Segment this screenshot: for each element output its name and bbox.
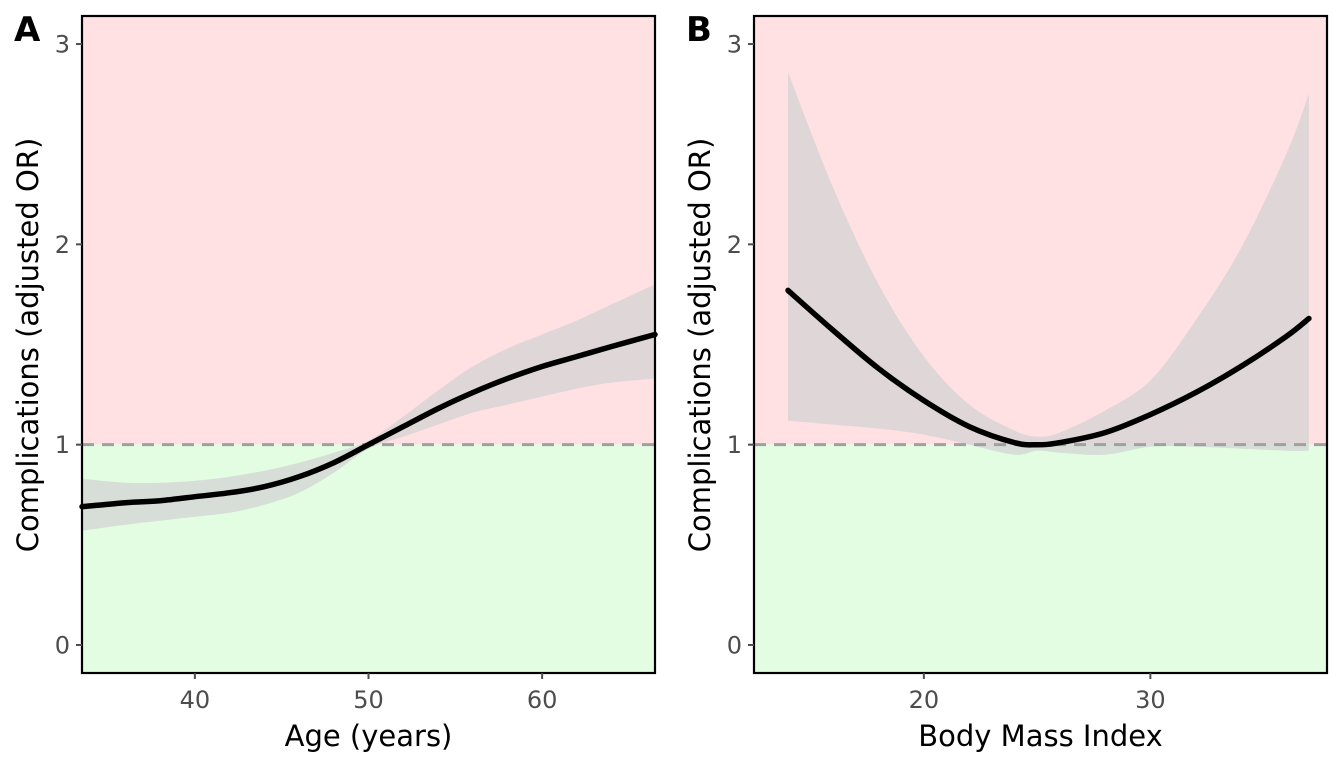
panel-b-fitted-curve [785,287,1312,448]
y-tick-label: 1 [55,431,70,459]
panel-a-fitted-curve [79,331,658,510]
y-tick-label: 0 [727,631,742,659]
panel-a-x-axis-title: Age (years) [285,719,453,753]
y-tick-label: 2 [727,231,742,259]
y-tick-label: 1 [727,431,742,459]
panel-b-x-axis-title: Body Mass Index [918,719,1163,753]
panel-a-y-axis-title: Complications (adjusted OR) [11,138,45,553]
panel-a: 0 1 2 3 40 50 60 A Complications (adjusted OR… [11,10,658,753]
panel-b-ci-band [788,72,1309,455]
y-tick-label: 2 [55,231,70,259]
panel-b-x-ticks: 20 30 [909,673,1166,714]
panel-a-x-ticks: 40 50 60 [180,673,558,714]
x-tick-label: 60 [527,686,558,714]
y-tick-label: 3 [55,31,70,59]
y-tick-label: 3 [727,31,742,59]
panel-b-y-ticks: 0 1 2 3 [727,31,754,659]
x-tick-label: 50 [353,686,384,714]
x-tick-label: 40 [180,686,211,714]
panel-a-label: A [14,10,41,50]
x-tick-label: 30 [1135,686,1166,714]
panel-a-ci-band [82,284,655,531]
panel-b-border [752,14,1329,675]
panel-b-y-axis-title: Complications (adjusted OR) [683,138,717,553]
panel-b-label: B [686,10,712,50]
x-tick-label: 20 [909,686,940,714]
panel-b-benefit-region [754,444,1327,673]
panel-a-y-ticks: 0 1 2 3 [55,31,82,659]
y-tick-label: 0 [55,631,70,659]
panel-a-benefit-region [82,444,655,673]
